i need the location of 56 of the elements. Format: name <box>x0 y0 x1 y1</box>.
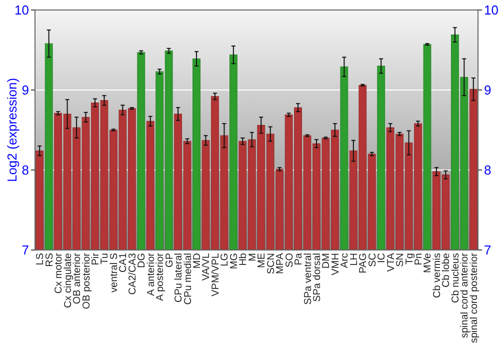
x-tick-label: SC <box>367 253 378 267</box>
x-tick-label: Pa <box>294 252 305 266</box>
x-tick-label: VA/VL <box>201 252 212 281</box>
y2-tick-label: 9 <box>484 82 492 98</box>
x-tick-label: spinal cord anterior <box>460 252 471 338</box>
y2-tick-label: 8 <box>484 162 492 178</box>
x-tick-label: LG <box>220 252 231 266</box>
x-tick-label: M <box>247 253 258 262</box>
y-tick-label: 10 <box>14 2 29 18</box>
x-tick-label: MVe <box>422 252 434 274</box>
x-tick-label: spinal cord posterior <box>468 252 480 344</box>
x-tick-label: A posterior <box>155 252 166 301</box>
y-tick-label: 7 <box>22 242 29 258</box>
x-tick-label: Cb lobe <box>441 252 452 288</box>
y-axis-title: Log2 (expression) <box>4 78 20 182</box>
x-tick-label: VPM/VPL <box>210 252 222 296</box>
x-tick-label: SO <box>284 252 296 268</box>
x-tick-label: OB posterior <box>81 252 92 310</box>
x-tick-label: MG <box>228 252 240 270</box>
x-tick-label: OB anterior <box>72 252 84 304</box>
x-tick-label: DM <box>321 253 332 269</box>
x-tick-label: SN <box>395 253 406 267</box>
x-tick-label: SCN <box>266 253 277 274</box>
x-tick-label: CPu lateral <box>174 253 185 302</box>
x-tick-label: Tu <box>100 253 111 264</box>
x-tick-label: CA2/CA3 <box>127 252 138 295</box>
x-tick-label: Cb vermis <box>432 253 443 298</box>
x-tick-label: A anterior <box>146 252 157 296</box>
x-tick-label: IC <box>376 253 388 263</box>
x-tick-label: GP <box>164 252 176 268</box>
y-tick-label: 8 <box>22 162 29 178</box>
x-tick-label: RS <box>44 252 56 267</box>
x-tick-label: VTA <box>386 252 397 272</box>
x-tick-label: CA1 <box>118 252 130 272</box>
x-tick-label: MPA <box>275 252 286 274</box>
x-tick-label: CPu medial <box>182 253 194 305</box>
x-tick-label: SPa dorsal <box>312 253 323 302</box>
y2-tick-label: 10 <box>484 2 498 18</box>
x-tick-label: Pir <box>90 252 102 266</box>
x-tick-label: Cx cingulate <box>62 252 74 308</box>
x-tick-label: Cb nucleus <box>450 253 462 304</box>
x-tick-label: LH <box>348 253 360 266</box>
x-tick-label: ventral S <box>108 252 120 292</box>
y-tick-label: 9 <box>22 82 29 98</box>
x-tick-label: PAG <box>358 252 370 274</box>
x-tick-label: SPa ventral <box>302 253 314 305</box>
x-tick-label: DG <box>136 252 148 268</box>
y2-tick-label: 7 <box>484 242 492 258</box>
x-tick-label: Pn <box>414 253 425 266</box>
x-tick-label: Tg <box>404 253 416 265</box>
x-tick-label: ME <box>256 252 268 268</box>
x-tick-label: Hb <box>238 252 250 266</box>
x-tick-label: Cx motor <box>54 252 65 294</box>
x-tick-label: LS <box>35 252 46 266</box>
x-tick-label: VMH <box>330 253 342 276</box>
x-tick-label: Arc <box>340 253 351 268</box>
